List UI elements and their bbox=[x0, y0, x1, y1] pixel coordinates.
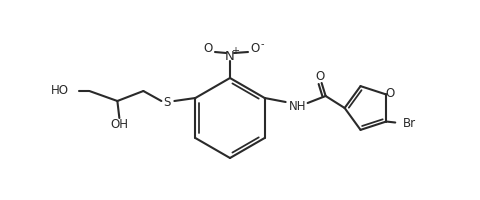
Text: -: - bbox=[260, 39, 264, 49]
Text: +: + bbox=[231, 46, 240, 56]
Text: O: O bbox=[204, 43, 213, 55]
Text: NH: NH bbox=[289, 99, 306, 112]
Text: Br: Br bbox=[403, 117, 416, 130]
Text: N: N bbox=[225, 49, 235, 62]
Text: O: O bbox=[315, 70, 324, 82]
Text: HO: HO bbox=[51, 84, 69, 98]
Text: O: O bbox=[385, 87, 395, 100]
Text: O: O bbox=[251, 43, 260, 55]
Text: OH: OH bbox=[110, 118, 128, 132]
Text: S: S bbox=[164, 97, 171, 110]
